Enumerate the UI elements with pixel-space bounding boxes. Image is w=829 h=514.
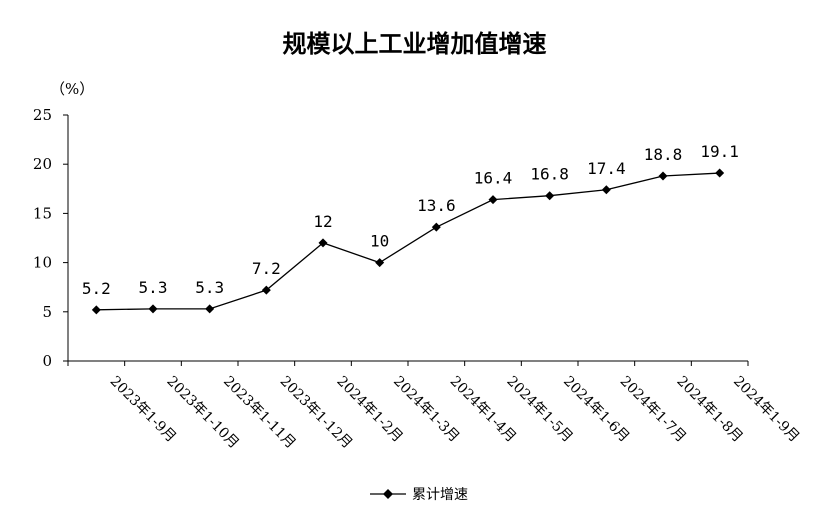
data-point: [715, 168, 725, 178]
data-label: 5.3: [195, 278, 224, 297]
data-label: 18.8: [644, 145, 683, 164]
data-point: [431, 222, 441, 232]
y-axis-unit-label: （%）: [50, 80, 95, 98]
y-tick-label: 5: [42, 303, 52, 321]
data-point: [375, 258, 385, 268]
y-tick-label: 10: [33, 254, 52, 272]
data-label: 13.6: [417, 196, 456, 215]
data-point: [91, 305, 101, 315]
y-tick-label: 0: [42, 352, 52, 370]
data-point: [545, 191, 555, 201]
data-label: 16.8: [530, 165, 569, 184]
data-label: 16.4: [474, 169, 513, 188]
y-tick-label: 20: [33, 155, 52, 173]
legend-label: 累计增速: [412, 487, 468, 503]
legend: 累计增速: [370, 484, 468, 504]
data-point: [261, 285, 271, 295]
data-label: 7.2: [252, 259, 281, 278]
y-tick-label: 25: [33, 106, 52, 124]
data-label: 12: [313, 212, 332, 231]
data-point: [658, 171, 668, 181]
series-line: [96, 172, 720, 311]
y-tick-label: 15: [33, 204, 52, 222]
data-label: 19.1: [700, 142, 739, 161]
data-label: 5.3: [139, 278, 168, 297]
chart-title: 规模以上工业增加值增速: [282, 29, 547, 58]
data-label: 5.2: [82, 279, 111, 298]
data-point: [205, 304, 215, 314]
data-point: [488, 195, 498, 205]
data-label: 17.4: [587, 159, 626, 178]
data-point: [601, 185, 611, 195]
legend-marker-icon: [370, 489, 406, 499]
data-point: [148, 304, 158, 314]
data-point: [318, 238, 328, 248]
data-label: 10: [370, 232, 389, 251]
